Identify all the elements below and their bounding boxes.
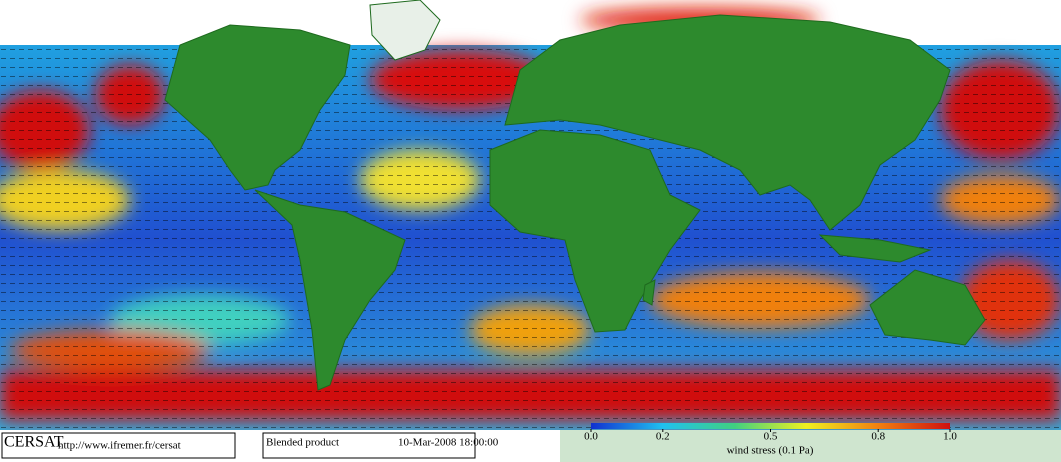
colorbar-tick-label: 1.0 bbox=[943, 431, 957, 443]
footer: CERSAT http://www.ifremer.fr/cersat Blen… bbox=[0, 430, 1061, 462]
product-box bbox=[262, 432, 476, 459]
product: Blended product bbox=[266, 437, 339, 449]
timestamp: 10-Mar-2008 18:00:00 bbox=[398, 437, 499, 449]
brand: CERSAT bbox=[4, 434, 64, 451]
colorbar-tick-label: 0.2 bbox=[656, 431, 670, 443]
land bbox=[164, 0, 986, 391]
colorbar-label: wind stress (0.1 Pa) bbox=[727, 445, 814, 457]
credit-box bbox=[1, 432, 236, 459]
colorbar-gradient bbox=[591, 423, 950, 429]
colorbar-tick-label: 0.5 bbox=[764, 431, 778, 443]
colorbar-tick-label: 0.0 bbox=[584, 431, 598, 443]
colorbar-tick-label: 0.8 bbox=[871, 431, 885, 443]
url: http://www.ifremer.fr/cersat bbox=[58, 440, 181, 452]
colorbar: wind stress (0.1 Pa) 0.0 0.2 0.5 0.8 1.0 bbox=[584, 423, 957, 457]
